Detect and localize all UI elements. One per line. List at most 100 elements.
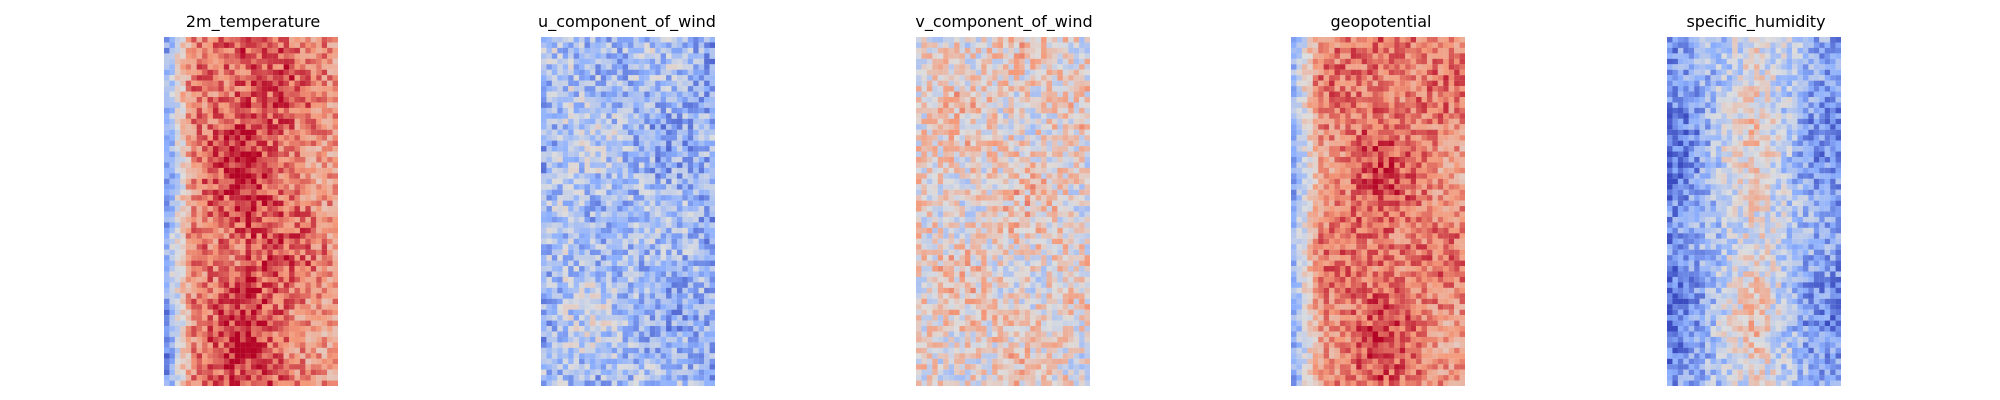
heatmap-cell [693,162,699,168]
heatmap-cell [164,135,170,141]
heatmap-cell [568,276,574,283]
heatmap-cell [316,216,322,223]
heatmap-cell [327,369,333,376]
heatmap-cell [310,244,317,250]
heatmap-cell [541,353,547,359]
heatmap-cell [687,184,694,190]
heatmap-cell [649,298,656,305]
heatmap-cell [278,124,284,130]
heatmap-cell [584,244,591,250]
heatmap-cell [240,353,246,359]
heatmap-cell [256,189,262,196]
heatmap-cell [223,107,230,114]
heatmap-cell [709,195,715,201]
heatmap-cell [687,331,694,338]
heatmap-cell [327,211,333,218]
heatmap-cell [584,91,591,98]
heatmap-cell [251,249,257,256]
heatmap-cell [332,113,338,119]
heatmap-cell [229,320,235,327]
heatmap-cell [245,216,252,223]
heatmap-cell [611,64,618,70]
heatmap-cell [299,178,306,185]
heatmap-cell [229,135,235,141]
heatmap-cell [191,167,197,174]
heatmap-cell [638,238,645,245]
heatmap-cell [704,113,710,119]
heatmap-cell [289,178,295,185]
heatmap-cell [196,195,203,201]
heatmap-cell [975,113,982,119]
heatmap-cell [948,91,955,98]
heatmap-cell [321,37,328,43]
heatmap-cell [649,37,656,43]
heatmap-cell [606,244,612,250]
heatmap-cell [310,369,317,376]
heatmap-cell [562,255,569,261]
heatmap-cell [1046,42,1053,49]
heatmap-cell [256,42,262,49]
heatmap-cell [584,342,591,348]
heatmap-cell [541,364,547,370]
heatmap-cell [299,37,306,43]
heatmap-cell [704,96,710,103]
heatmap-cell [321,347,328,354]
heatmap-cell [638,206,645,212]
heatmap-cell [327,75,333,81]
heatmap-cell [600,113,607,119]
heatmap-cell [649,304,656,310]
heatmap-cell [693,156,699,163]
heatmap-cell [1041,162,1047,168]
heatmap-cell [638,113,645,119]
heatmap-cell [573,282,580,288]
heatmap-cell [568,146,574,152]
heatmap-cell [676,140,683,147]
heatmap-cell [1079,151,1085,158]
heatmap-cell [321,75,328,81]
heatmap-cell [698,353,705,359]
heatmap-cell [278,342,284,348]
heatmap-cell [1046,75,1053,81]
heatmap-cell [1024,184,1031,190]
heatmap-cell [671,364,678,370]
heatmap-cell [294,47,301,54]
heatmap-cell [185,206,192,212]
heatmap-cell [251,178,257,185]
heatmap-cell [937,47,944,54]
heatmap-cell [562,129,569,136]
heatmap-cell [638,271,645,278]
heatmap-cell [251,326,257,332]
heatmap-cell [638,304,645,310]
heatmap-cell [256,140,262,147]
heatmap-cell [970,69,976,76]
heatmap-cell [709,178,715,185]
heatmap-cell [196,222,203,228]
heatmap-cell [256,162,262,168]
heatmap-cell [611,140,618,147]
heatmap-cell [240,331,246,338]
heatmap-cell [606,293,612,299]
heatmap-cell [169,113,175,119]
heatmap-cell [628,244,634,250]
heatmap-cell [562,353,569,359]
heatmap-cell [562,260,569,267]
heatmap-cell [294,53,301,59]
heatmap-cell [1046,80,1053,87]
heatmap-cell [272,113,279,119]
heatmap-cell [1046,135,1053,141]
heatmap-cell [628,162,634,168]
heatmap-cell [1008,86,1014,92]
heatmap-cell [682,364,688,370]
heatmap-cell [660,238,667,245]
heatmap-cell [1013,91,1020,98]
heatmap-cell [595,113,601,119]
heatmap-cell [245,358,252,365]
heatmap-cell [633,364,639,370]
heatmap-cell [541,140,547,147]
heatmap-cell [589,178,596,185]
heatmap-cell [278,156,284,163]
heatmap-cell [606,304,612,310]
heatmap-cell [937,113,944,119]
heatmap-cell [682,173,688,179]
heatmap-cell [937,178,944,185]
